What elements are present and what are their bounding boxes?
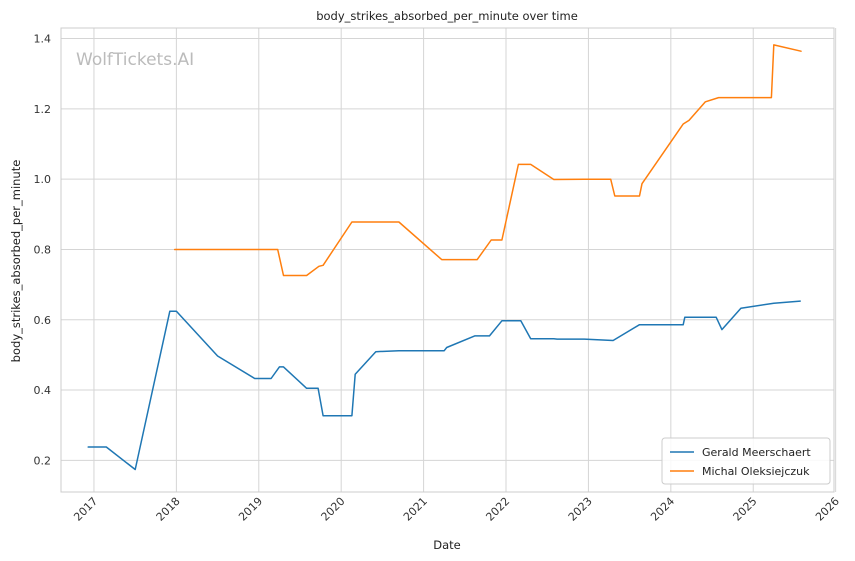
y-tick-label: 0.8	[34, 243, 52, 256]
series-layer	[87, 44, 802, 471]
legend-label: Gerald Meerschaert	[702, 446, 811, 459]
x-axis-label: Date	[433, 538, 461, 552]
y-axis-label: body_strikes_absorbed_per_minute	[9, 160, 23, 363]
plot-frame	[60, 27, 835, 493]
y-tick-label: 0.4	[34, 384, 52, 397]
watermark-text: WolfTickets.AI	[76, 50, 194, 70]
chart-title: body_strikes_absorbed_per_minute over ti…	[316, 9, 578, 23]
y-tick-label: 1.4	[34, 33, 52, 46]
y-axis-ticks: 0.2 0.4 0.6 0.8 1.0 1.2 1.4	[34, 33, 52, 468]
y-tick-label: 1.2	[34, 103, 52, 116]
y-tick-label: 0.2	[34, 454, 52, 467]
legend: Gerald Meerschaert Michal Oleksiejczuk	[661, 437, 831, 485]
y-tick-label: 1.0	[34, 173, 52, 186]
legend-box	[661, 437, 831, 485]
series-line-1	[87, 300, 801, 471]
y-tick-label: 0.6	[34, 314, 52, 327]
series-line-2	[173, 44, 802, 277]
legend-label: Michal Oleksiejczuk	[702, 465, 810, 478]
